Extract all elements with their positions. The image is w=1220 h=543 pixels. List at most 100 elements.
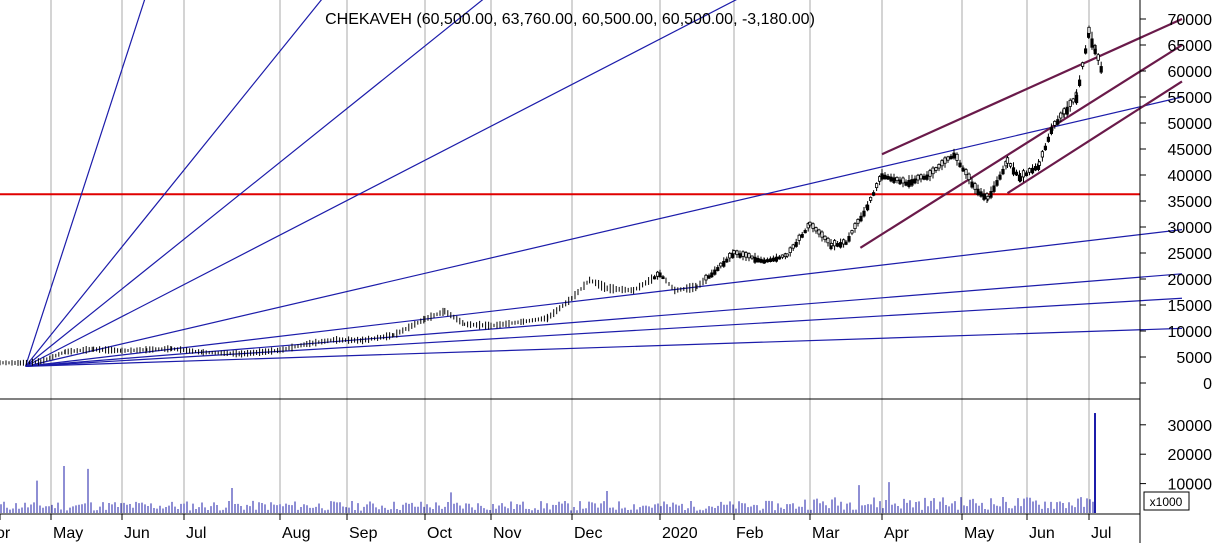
price-tick-label: 65000 xyxy=(1168,38,1213,55)
price-candle-body xyxy=(955,153,959,161)
price-candle-body xyxy=(811,223,815,229)
price-candle-body xyxy=(1096,54,1100,61)
month-label: Jul xyxy=(186,525,206,542)
price-candle-body xyxy=(925,174,929,180)
price-candle-body xyxy=(808,221,812,226)
price-candle-body xyxy=(904,181,908,186)
price-candle-body xyxy=(875,183,879,189)
price-candle-body xyxy=(907,179,911,188)
price-candle-body xyxy=(862,210,866,217)
channel-line xyxy=(859,44,1183,249)
price-candle-body xyxy=(806,223,810,229)
price-candle-body xyxy=(1024,172,1029,177)
price-candle-body xyxy=(820,231,824,238)
price-candle-body xyxy=(1087,26,1091,34)
price-candle-body xyxy=(1059,112,1063,119)
month-label: or xyxy=(0,525,11,542)
price-candle-body xyxy=(744,252,748,258)
price-candle-body xyxy=(895,176,899,182)
price-candle-body xyxy=(1043,145,1047,151)
month-axis: or May Jun Jul Aug Sep Oct Nov Dec 2020 Feb Mar Apr M… xyxy=(0,514,1111,542)
price-candle-body xyxy=(1033,166,1038,171)
price-candle-body xyxy=(844,241,848,245)
price-tick-label: 40000 xyxy=(1168,168,1213,185)
month-label: Jul xyxy=(1091,525,1111,542)
price-tick-label: 30000 xyxy=(1168,220,1213,237)
price-candle-body xyxy=(765,259,770,263)
price-candle-body xyxy=(973,183,977,190)
chart-frame xyxy=(0,0,1141,543)
price-candle-body xyxy=(1014,171,1019,176)
price-candle-body xyxy=(716,267,720,271)
volume-tick-label: 20000 xyxy=(1168,447,1213,464)
price-candle-body xyxy=(823,235,827,241)
price-candle-body xyxy=(1071,98,1075,103)
price-candle-body xyxy=(817,229,821,235)
price-candle-body xyxy=(1018,176,1023,182)
price-candle-body xyxy=(998,174,1002,180)
price-candle-body xyxy=(741,251,745,257)
price-candle-body xyxy=(872,192,876,196)
price-candle-body xyxy=(859,215,863,222)
price-candle-body xyxy=(898,179,902,185)
price-tick-label: 35000 xyxy=(1168,194,1213,211)
price-tick-label: 5000 xyxy=(1176,350,1212,367)
volume-axis: 10000 20000 30000 xyxy=(1140,418,1212,494)
price-candle-body xyxy=(661,276,665,280)
price-candle-body xyxy=(836,243,840,247)
price-candle-body xyxy=(869,196,873,201)
price-candle-body xyxy=(747,253,751,259)
price-candle-body xyxy=(1005,157,1010,164)
price-candle-body xyxy=(853,223,857,229)
price-candle-body xyxy=(967,173,971,181)
price-candle-body xyxy=(946,156,950,161)
price-candle-body xyxy=(866,204,870,211)
month-label: Apr xyxy=(884,525,910,542)
price-candle-body xyxy=(986,195,990,200)
price-candle-body xyxy=(1011,167,1016,175)
price-candle-body xyxy=(952,152,956,159)
fan-line xyxy=(25,273,1183,367)
fan-line xyxy=(25,0,323,367)
price-candle-body xyxy=(847,236,851,242)
volume-multiplier-box: x1000 xyxy=(1143,491,1190,511)
volume-multiplier-label: x1000 xyxy=(1150,495,1183,509)
price-tick-label: 70000 xyxy=(1168,12,1213,29)
price-candle-body xyxy=(759,258,763,263)
price-candle-body xyxy=(728,253,732,259)
price-candle-body xyxy=(922,175,926,180)
channel-line xyxy=(1006,80,1183,195)
chart-title: CHEKAVEH (60,500.00, 63,760.00, 60,500.0… xyxy=(325,11,815,28)
price-candle-body xyxy=(1056,119,1060,125)
price-candle-body xyxy=(1027,168,1032,173)
price-tick-label: 50000 xyxy=(1168,116,1213,133)
volume-tick-label: 10000 xyxy=(1168,477,1213,494)
price-tick-label: 60000 xyxy=(1168,64,1213,81)
price-candle-body xyxy=(797,234,801,241)
price-candle-body xyxy=(1037,161,1041,166)
fan-line xyxy=(25,0,484,367)
price-tick-label: 55000 xyxy=(1168,90,1213,107)
price-candle-body xyxy=(839,242,843,248)
price-candle-body xyxy=(970,181,974,188)
fan-line xyxy=(24,0,146,367)
price-candle-body xyxy=(833,240,837,247)
price-candle-body xyxy=(964,169,968,176)
price-candle-body xyxy=(713,269,717,275)
price-candle-body xyxy=(1001,168,1005,175)
month-label: Aug xyxy=(282,525,310,542)
volume-tick-label: 30000 xyxy=(1168,418,1213,435)
price-candle-body xyxy=(928,170,932,177)
price-candle-body xyxy=(1040,151,1044,158)
price-tick-label: 25000 xyxy=(1168,246,1213,263)
price-candle-body xyxy=(768,258,773,262)
price-candle-body xyxy=(780,254,785,258)
month-label: Dec xyxy=(574,525,602,542)
price-candle-body xyxy=(725,258,729,263)
price-candle-body xyxy=(1093,48,1097,55)
price-candle-body xyxy=(1053,120,1057,126)
price-tick-label: 20000 xyxy=(1168,272,1213,289)
price-candle-body xyxy=(704,274,708,281)
fan-line xyxy=(25,297,1183,367)
